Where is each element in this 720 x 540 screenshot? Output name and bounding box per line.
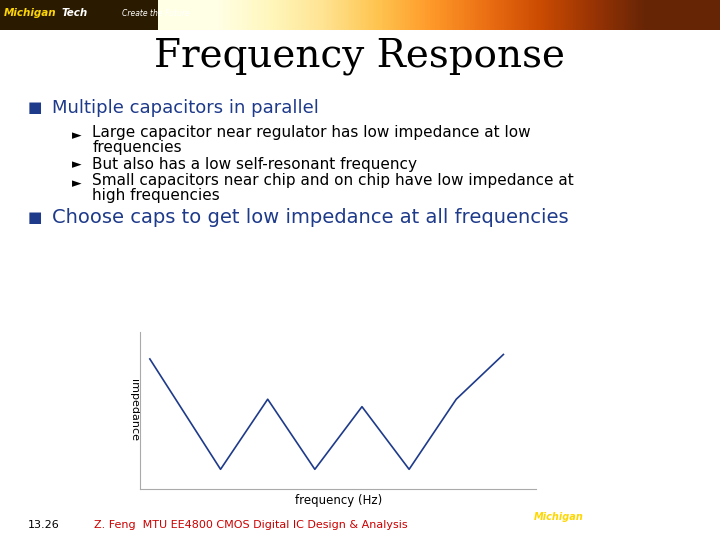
Text: ►: ► xyxy=(72,130,81,143)
Text: Create the Future: Create the Future xyxy=(534,525,595,531)
Text: Small capacitors near chip and on chip have low impedance at: Small capacitors near chip and on chip h… xyxy=(92,173,574,188)
Text: Tech: Tech xyxy=(621,512,646,522)
Text: ►: ► xyxy=(72,158,81,171)
Text: ■: ■ xyxy=(27,210,42,225)
Text: Choose caps to get low impedance at all frequencies: Choose caps to get low impedance at all … xyxy=(52,207,569,227)
Text: frequencies: frequencies xyxy=(92,140,181,156)
Text: Michigan: Michigan xyxy=(4,8,56,18)
Text: But also has a low self-resonant frequency: But also has a low self-resonant frequen… xyxy=(92,157,417,172)
Text: high frequencies: high frequencies xyxy=(92,188,220,203)
Text: Create the Future: Create the Future xyxy=(122,9,190,18)
Text: Z. Feng  MTU EE4800 CMOS Digital IC Design & Analysis: Z. Feng MTU EE4800 CMOS Digital IC Desig… xyxy=(94,520,408,530)
Text: ►: ► xyxy=(72,177,81,190)
Bar xyxy=(0,0,158,30)
Y-axis label: impedance: impedance xyxy=(130,380,139,441)
Text: Multiple capacitors in parallel: Multiple capacitors in parallel xyxy=(52,99,319,117)
Text: Tech: Tech xyxy=(61,8,87,18)
Text: Large capacitor near regulator has low impedance at low: Large capacitor near regulator has low i… xyxy=(92,125,531,140)
X-axis label: frequency (Hz): frequency (Hz) xyxy=(294,494,382,507)
Text: 13.26: 13.26 xyxy=(27,520,59,530)
Text: Frequency Response: Frequency Response xyxy=(155,38,565,76)
Text: Michigan: Michigan xyxy=(534,512,583,522)
Text: ■: ■ xyxy=(27,100,42,116)
